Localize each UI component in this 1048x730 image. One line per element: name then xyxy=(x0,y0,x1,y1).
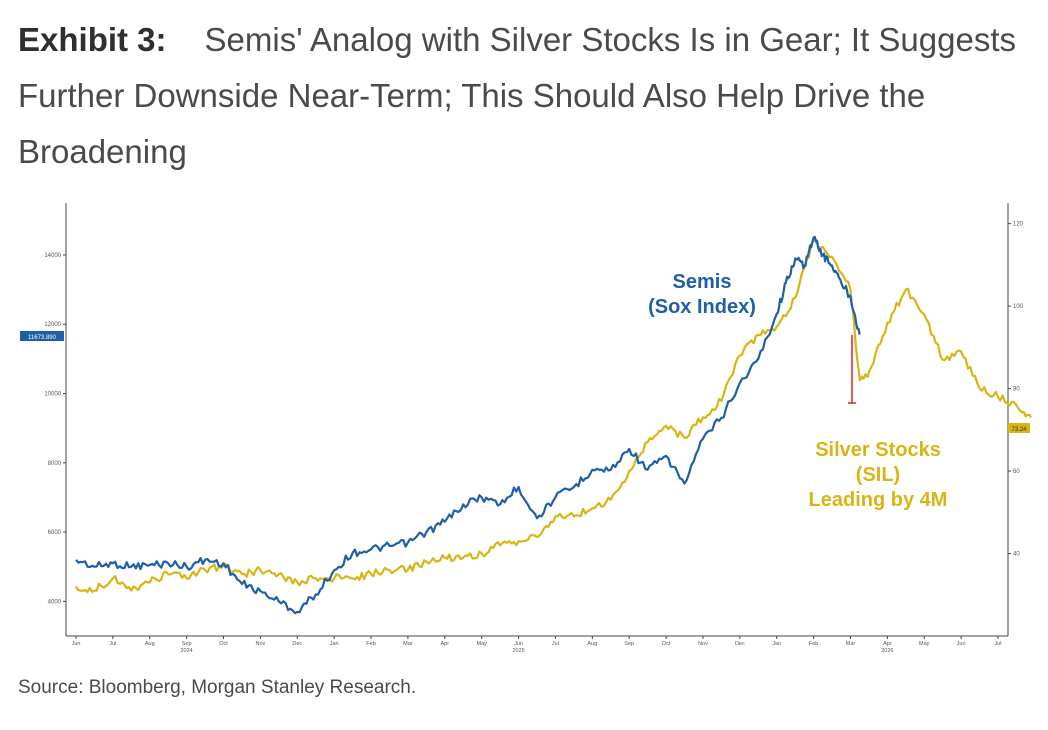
x-tick-label: Sep xyxy=(182,641,192,647)
x-tick-label: Sep xyxy=(624,641,634,647)
exhibit-title: Semis' Analog with Silver Stocks Is in G… xyxy=(18,21,1017,170)
x-tick-label: May xyxy=(919,641,930,647)
x-year-label: 2026 xyxy=(881,648,893,654)
left-tick-label: 14000 xyxy=(44,253,61,259)
x-tick-label: Oct xyxy=(662,641,671,647)
silver-annotation-line3: Leading by 4M xyxy=(809,489,948,511)
silver-annotation-line2: (SIL) xyxy=(856,464,900,486)
left-tick-label: 10000 xyxy=(44,392,61,398)
x-tick-label: Aug xyxy=(145,641,155,647)
left-tick-label: 6000 xyxy=(48,530,62,536)
left-tick-label: 8000 xyxy=(48,461,62,467)
x-tick-label: Dec xyxy=(292,641,302,647)
silver-annotation-line1: Silver Stocks xyxy=(815,439,941,461)
exhibit-label: Exhibit 3: xyxy=(18,21,167,58)
x-tick-label: Jun xyxy=(514,641,523,647)
x-tick-label: Feb xyxy=(809,641,818,647)
left-tick-label: 4000 xyxy=(48,599,62,605)
chart-container: 4000 6000 8000 10000 12000 14000 40 60 80 100 120… xyxy=(20,198,1040,668)
right-axis-ticks: 40 60 80 100 120 xyxy=(1008,222,1024,558)
right-last-value-text: 73.24 xyxy=(1011,427,1027,433)
x-year-label: 2024 xyxy=(181,648,193,654)
silver-sil-line xyxy=(75,238,1033,593)
x-tick-label: Nov xyxy=(698,641,708,647)
x-axis-ticks: Jun Jul Aug Sep Oct Nov Dec Jan Feb Mar Apr May Jun J… xyxy=(72,636,1002,654)
x-tick-label: Jun xyxy=(72,641,81,647)
x-tick-label: Feb xyxy=(366,641,375,647)
left-axis-ticks: 4000 6000 8000 10000 12000 14000 xyxy=(44,253,66,605)
x-tick-label: Jan xyxy=(772,641,781,647)
x-tick-label: Apr xyxy=(883,641,892,647)
semis-annotation-line2: (Sox Index) xyxy=(648,296,756,318)
x-tick-label: Jan xyxy=(330,641,339,647)
x-tick-label: May xyxy=(476,641,487,647)
right-tick-label: 100 xyxy=(1013,304,1024,310)
right-last-value-badge: 73.24 xyxy=(1008,423,1030,433)
exhibit-heading: Exhibit 3: Semis' Analog with Silver Stoc… xyxy=(18,12,1028,180)
x-tick-label: Jul xyxy=(994,641,1001,647)
x-tick-label: Nov xyxy=(256,641,266,647)
semis-annotation: Semis (Sox Index) xyxy=(648,271,756,318)
x-tick-label: Jul xyxy=(109,641,116,647)
source-note: Source: Bloomberg, Morgan Stanley Resear… xyxy=(18,677,417,698)
x-tick-label: Aug xyxy=(587,641,597,647)
x-tick-label: Dec xyxy=(735,641,745,647)
right-tick-label: 80 xyxy=(1013,387,1020,393)
semis-annotation-line1: Semis xyxy=(673,271,732,293)
right-tick-label: 60 xyxy=(1013,469,1020,475)
x-tick-label: Apr xyxy=(441,641,450,647)
silver-annotation: Silver Stocks (SIL) Leading by 4M xyxy=(809,439,948,511)
line-chart: 4000 6000 8000 10000 12000 14000 40 60 80 100 120… xyxy=(20,203,1033,654)
x-tick-label: Jun xyxy=(957,641,966,647)
left-last-value-badge: 11673.890 xyxy=(20,331,64,341)
series-layer xyxy=(75,235,1033,615)
semis-sox-line xyxy=(75,235,861,615)
right-tick-label: 40 xyxy=(1013,552,1020,558)
x-tick-label: Mar xyxy=(403,641,413,647)
x-year-label: 2025 xyxy=(512,648,524,654)
x-tick-label: Mar xyxy=(846,641,856,647)
left-last-value-text: 11673.890 xyxy=(28,335,57,341)
x-tick-label: Jul xyxy=(552,641,559,647)
right-tick-label: 120 xyxy=(1013,222,1024,228)
left-tick-label: 12000 xyxy=(44,322,61,328)
x-tick-label: Oct xyxy=(219,641,228,647)
